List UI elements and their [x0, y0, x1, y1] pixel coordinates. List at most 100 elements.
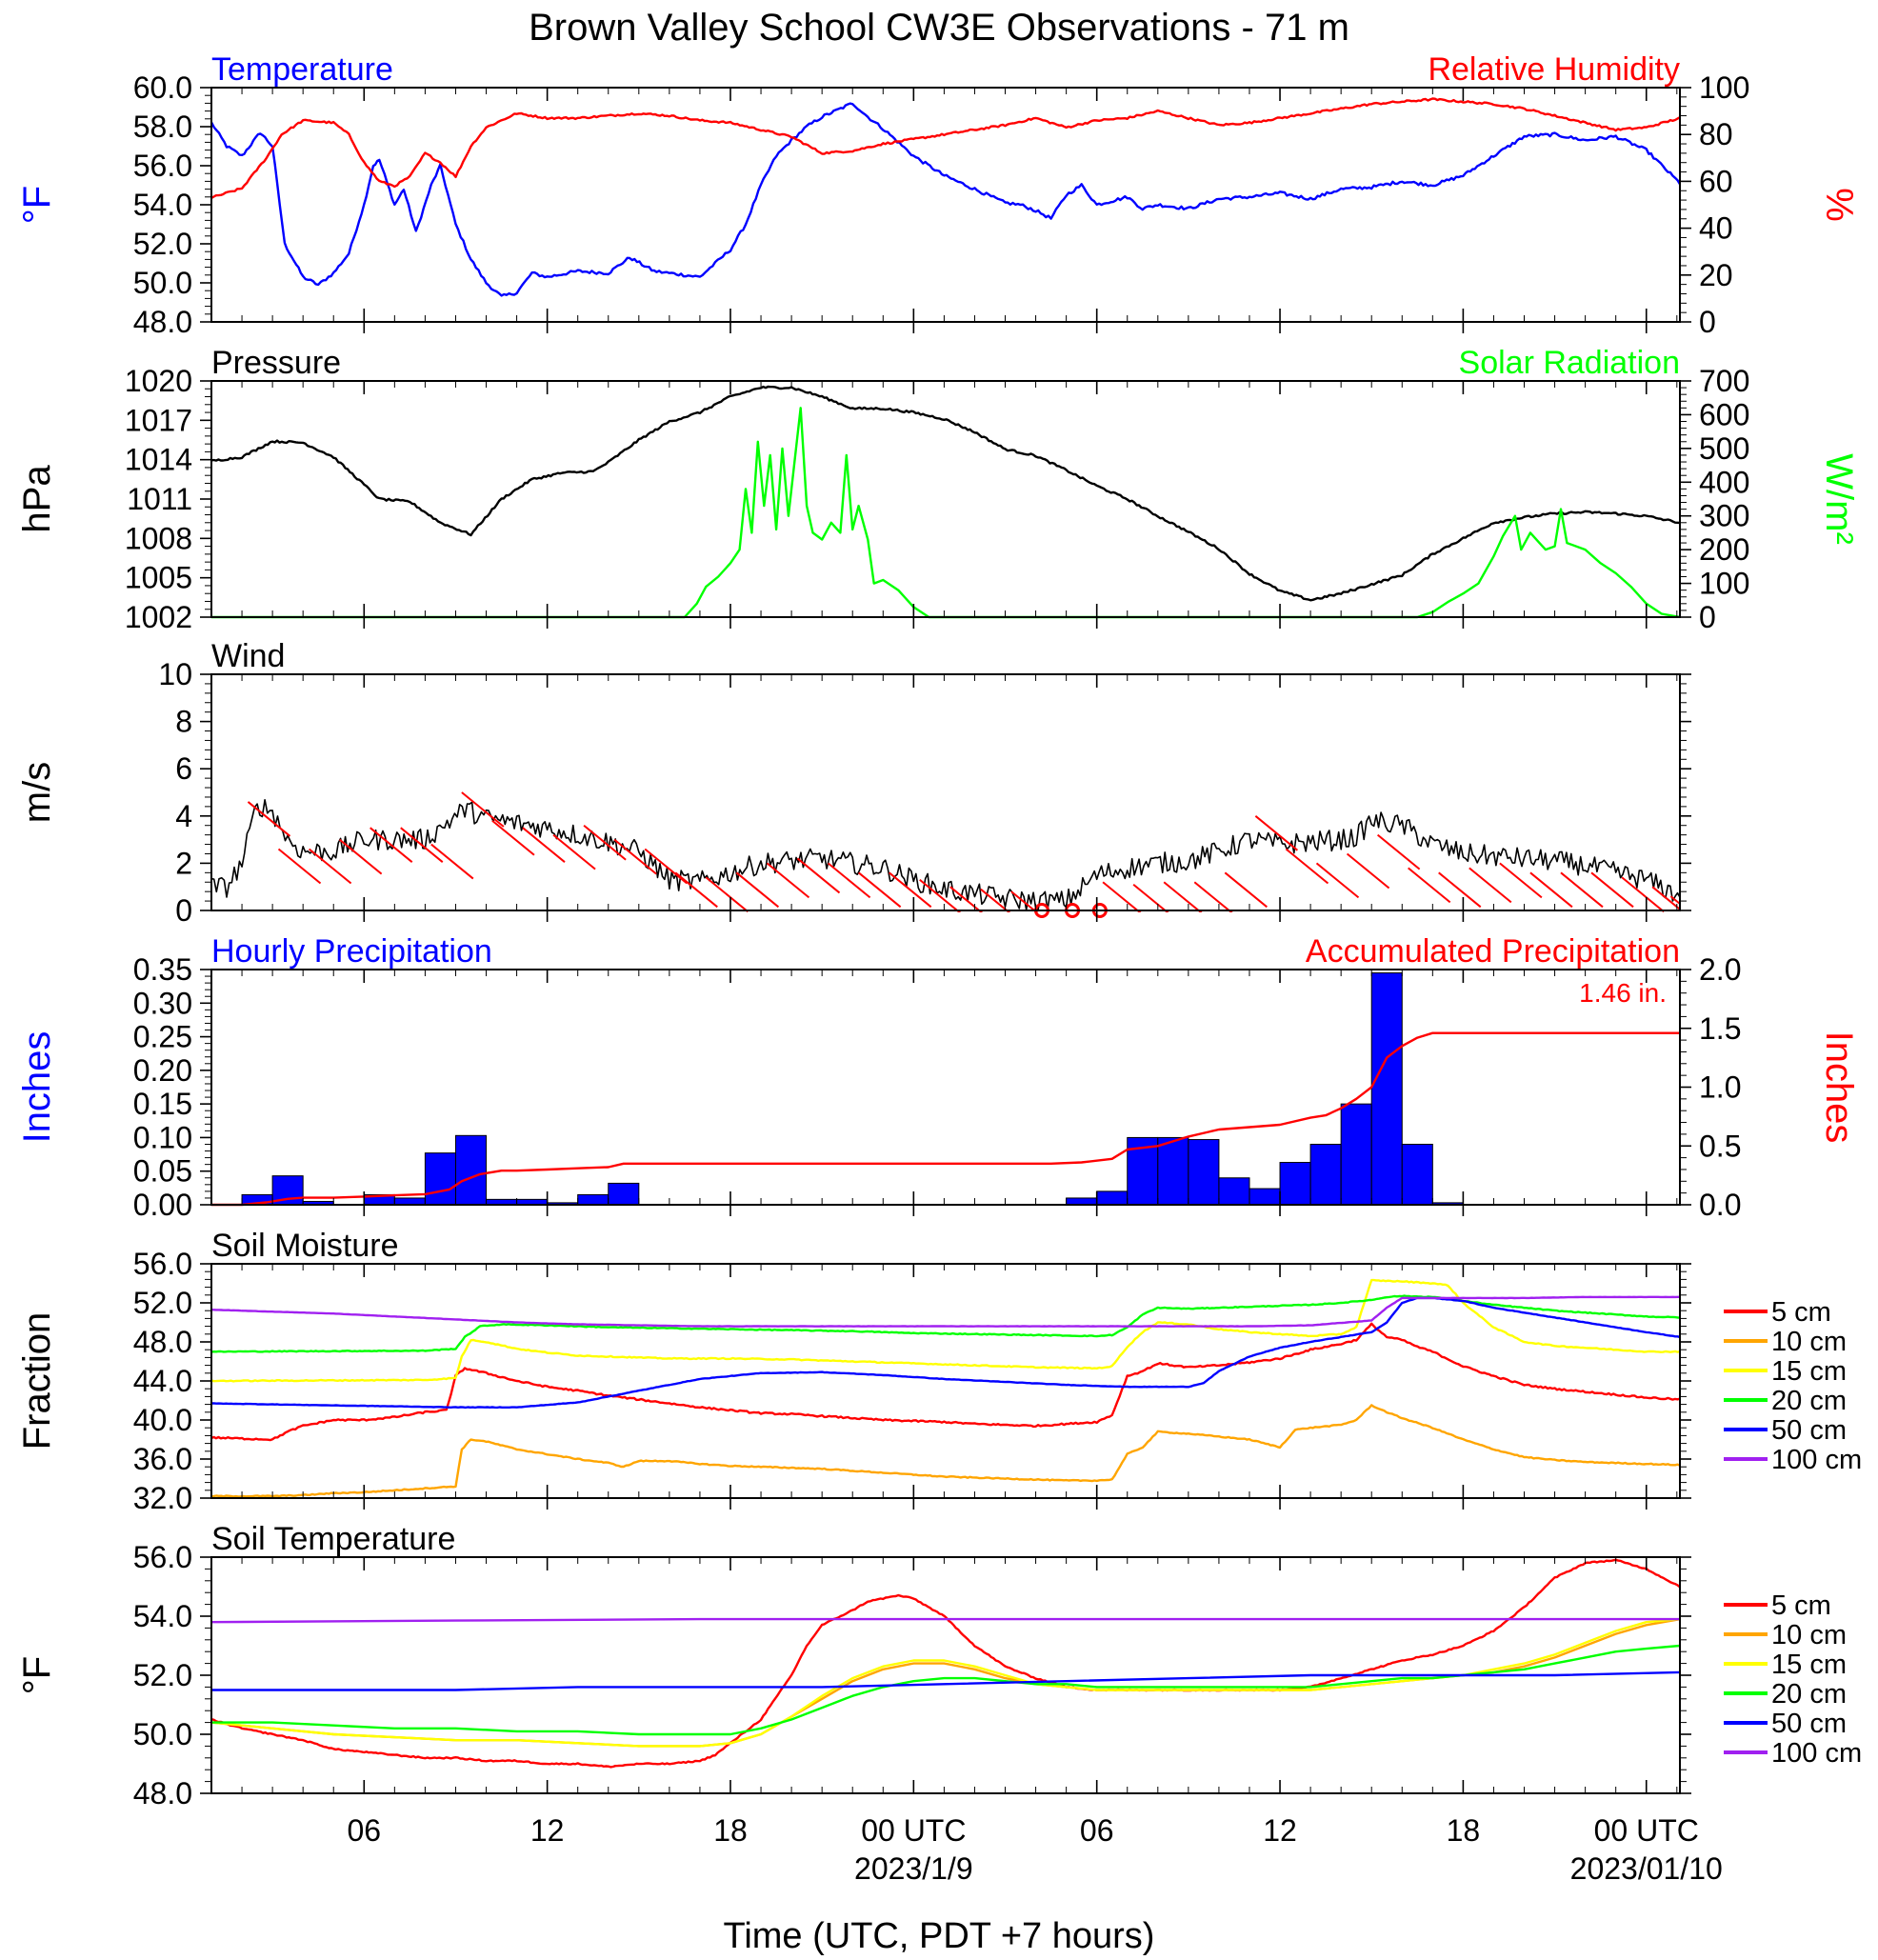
wind-barb [491, 819, 535, 856]
panel-precip: 0.000.050.100.150.200.250.300.35 0.0 0.5 1.… [16, 933, 1860, 1222]
y-tick-label: 6 [175, 751, 192, 786]
series-line-temperature [211, 102, 1680, 297]
precip-bar [1249, 1188, 1281, 1206]
y-tick-label: 44.0 [133, 1364, 192, 1398]
wind-barb [1560, 871, 1604, 909]
panel-wind: 0 2 4 6 8 10 Wind m/s [16, 638, 1691, 928]
panel-title-right: Solar Radiation [1459, 345, 1680, 381]
plot-area [211, 1558, 1680, 1769]
x-tick-label: 00 UTC [1594, 1813, 1699, 1848]
y-axis-label-left: hPa [16, 465, 58, 533]
y-tick-label: 56.0 [133, 1247, 192, 1281]
wind-barb [339, 838, 383, 875]
precip-bar [577, 1193, 609, 1206]
wind-barb [1254, 815, 1299, 851]
series-line-5-cm [211, 1322, 1680, 1442]
y-tick-label: 52.0 [133, 1658, 192, 1692]
legend-label: 20 cm [1771, 1679, 1847, 1710]
panel-title-left: Hourly Precipitation [211, 933, 492, 970]
y-tick-label-right: 80 [1699, 117, 1733, 151]
wind-barb [919, 878, 962, 912]
panel-title-right: Accumulated Precipitation [1306, 933, 1680, 970]
panel-title-left: Temperature [211, 51, 393, 88]
wind-barb [1529, 871, 1573, 909]
plot-area [211, 385, 1680, 619]
y-tick-label: 0.30 [133, 986, 192, 1020]
wind-barb [583, 824, 627, 861]
y-tick-label-right: 1.5 [1699, 1011, 1741, 1046]
y-tick-label: 2 [175, 846, 192, 880]
wind-barb [1499, 862, 1543, 899]
precip-bar [608, 1182, 640, 1206]
wind-barb [858, 871, 902, 909]
wind-barb [1590, 871, 1634, 909]
x-date-label: 2023/1/9 [854, 1851, 973, 1886]
legend-label: 15 cm [1771, 1650, 1847, 1680]
y-axis-label-left: °F [16, 186, 58, 224]
precip-bar [393, 1197, 426, 1206]
panel-title-left: Soil Moisture [211, 1228, 399, 1264]
x-date-label: 2023/01/10 [1570, 1851, 1723, 1886]
y-tick-label: 48.0 [133, 1776, 192, 1810]
legend-label: 50 cm [1771, 1709, 1847, 1739]
y-tick-label-right: 700 [1699, 364, 1749, 398]
series-line-15-cm [211, 1617, 1680, 1748]
y-tick-label-right: 100 [1699, 567, 1749, 601]
precip-bar [1279, 1162, 1311, 1206]
x-tick-label: 06 [347, 1813, 381, 1848]
y-tick-label: 0.25 [133, 1020, 192, 1054]
y-tick-label: 32.0 [133, 1481, 192, 1515]
wind-barb [1224, 871, 1268, 909]
wind-barb [980, 888, 1011, 912]
wind-barb [400, 827, 444, 863]
y-tick-label: 1017 [125, 403, 192, 437]
wind-barb [889, 871, 932, 909]
y-tick-label: 56.0 [133, 1540, 192, 1574]
wind-barb [1438, 871, 1482, 909]
panel-title-left: Wind [211, 638, 285, 674]
wind-barb [674, 871, 718, 909]
wind-barb [1376, 833, 1421, 870]
wind-barb [1669, 895, 1680, 906]
y-tick-label-right: 300 [1699, 499, 1749, 533]
plot-area [211, 97, 1680, 297]
wind-barb [1468, 867, 1512, 904]
y-tick-label: 48.0 [133, 1325, 192, 1359]
accum-total-label: 1.46 in. [1579, 978, 1667, 1008]
legend-label: 10 cm [1771, 1327, 1847, 1357]
y-tick-label: 52.0 [133, 1286, 192, 1320]
y-tick-label: 0.35 [133, 952, 192, 987]
precip-bar [454, 1134, 488, 1206]
precip-bar [1157, 1136, 1189, 1206]
y-tick-label-right: 0 [1699, 600, 1716, 634]
x-tick-label: 12 [530, 1813, 565, 1848]
wind-barb [522, 827, 566, 863]
plot-area [211, 972, 1680, 1207]
y-axis-label-right: Inches [1818, 1031, 1860, 1144]
y-tick-label-right: 0.5 [1699, 1129, 1741, 1163]
legend-label: 50 cm [1771, 1415, 1847, 1446]
y-tick-label-right: 1.0 [1699, 1070, 1741, 1105]
y-tick-label: 48.0 [133, 305, 192, 339]
y-tick-label: 60.0 [133, 70, 192, 105]
wind-barb [247, 801, 291, 837]
series-line-accumulated-precipitation [211, 1031, 1680, 1207]
series-line-5-cm [211, 1558, 1680, 1769]
panel-title-left: Pressure [211, 345, 341, 381]
panel-temp_rh: 48.0 50.0 52.0 54.0 56.0 58.0 60.0 0 20 40 60 80 100… [16, 51, 1860, 339]
series-line-100-cm [211, 1617, 1680, 1624]
wind-barb [735, 871, 780, 909]
wind-barb [949, 886, 984, 912]
y-tick-label: 1020 [125, 364, 192, 398]
y-tick-label: 36.0 [133, 1442, 192, 1476]
y-tick-label: 8 [175, 705, 192, 739]
y-tick-label-right: 20 [1699, 258, 1733, 292]
x-tick-label: 12 [1263, 1813, 1297, 1848]
precip-bar [1096, 1190, 1129, 1206]
y-tick-label: 1011 [127, 482, 192, 516]
panel-title-left: Soil Temperature [211, 1521, 455, 1557]
legend-label: 20 cm [1771, 1386, 1847, 1416]
precip-bar [1340, 1103, 1372, 1206]
y-tick-label: 1008 [125, 521, 192, 555]
